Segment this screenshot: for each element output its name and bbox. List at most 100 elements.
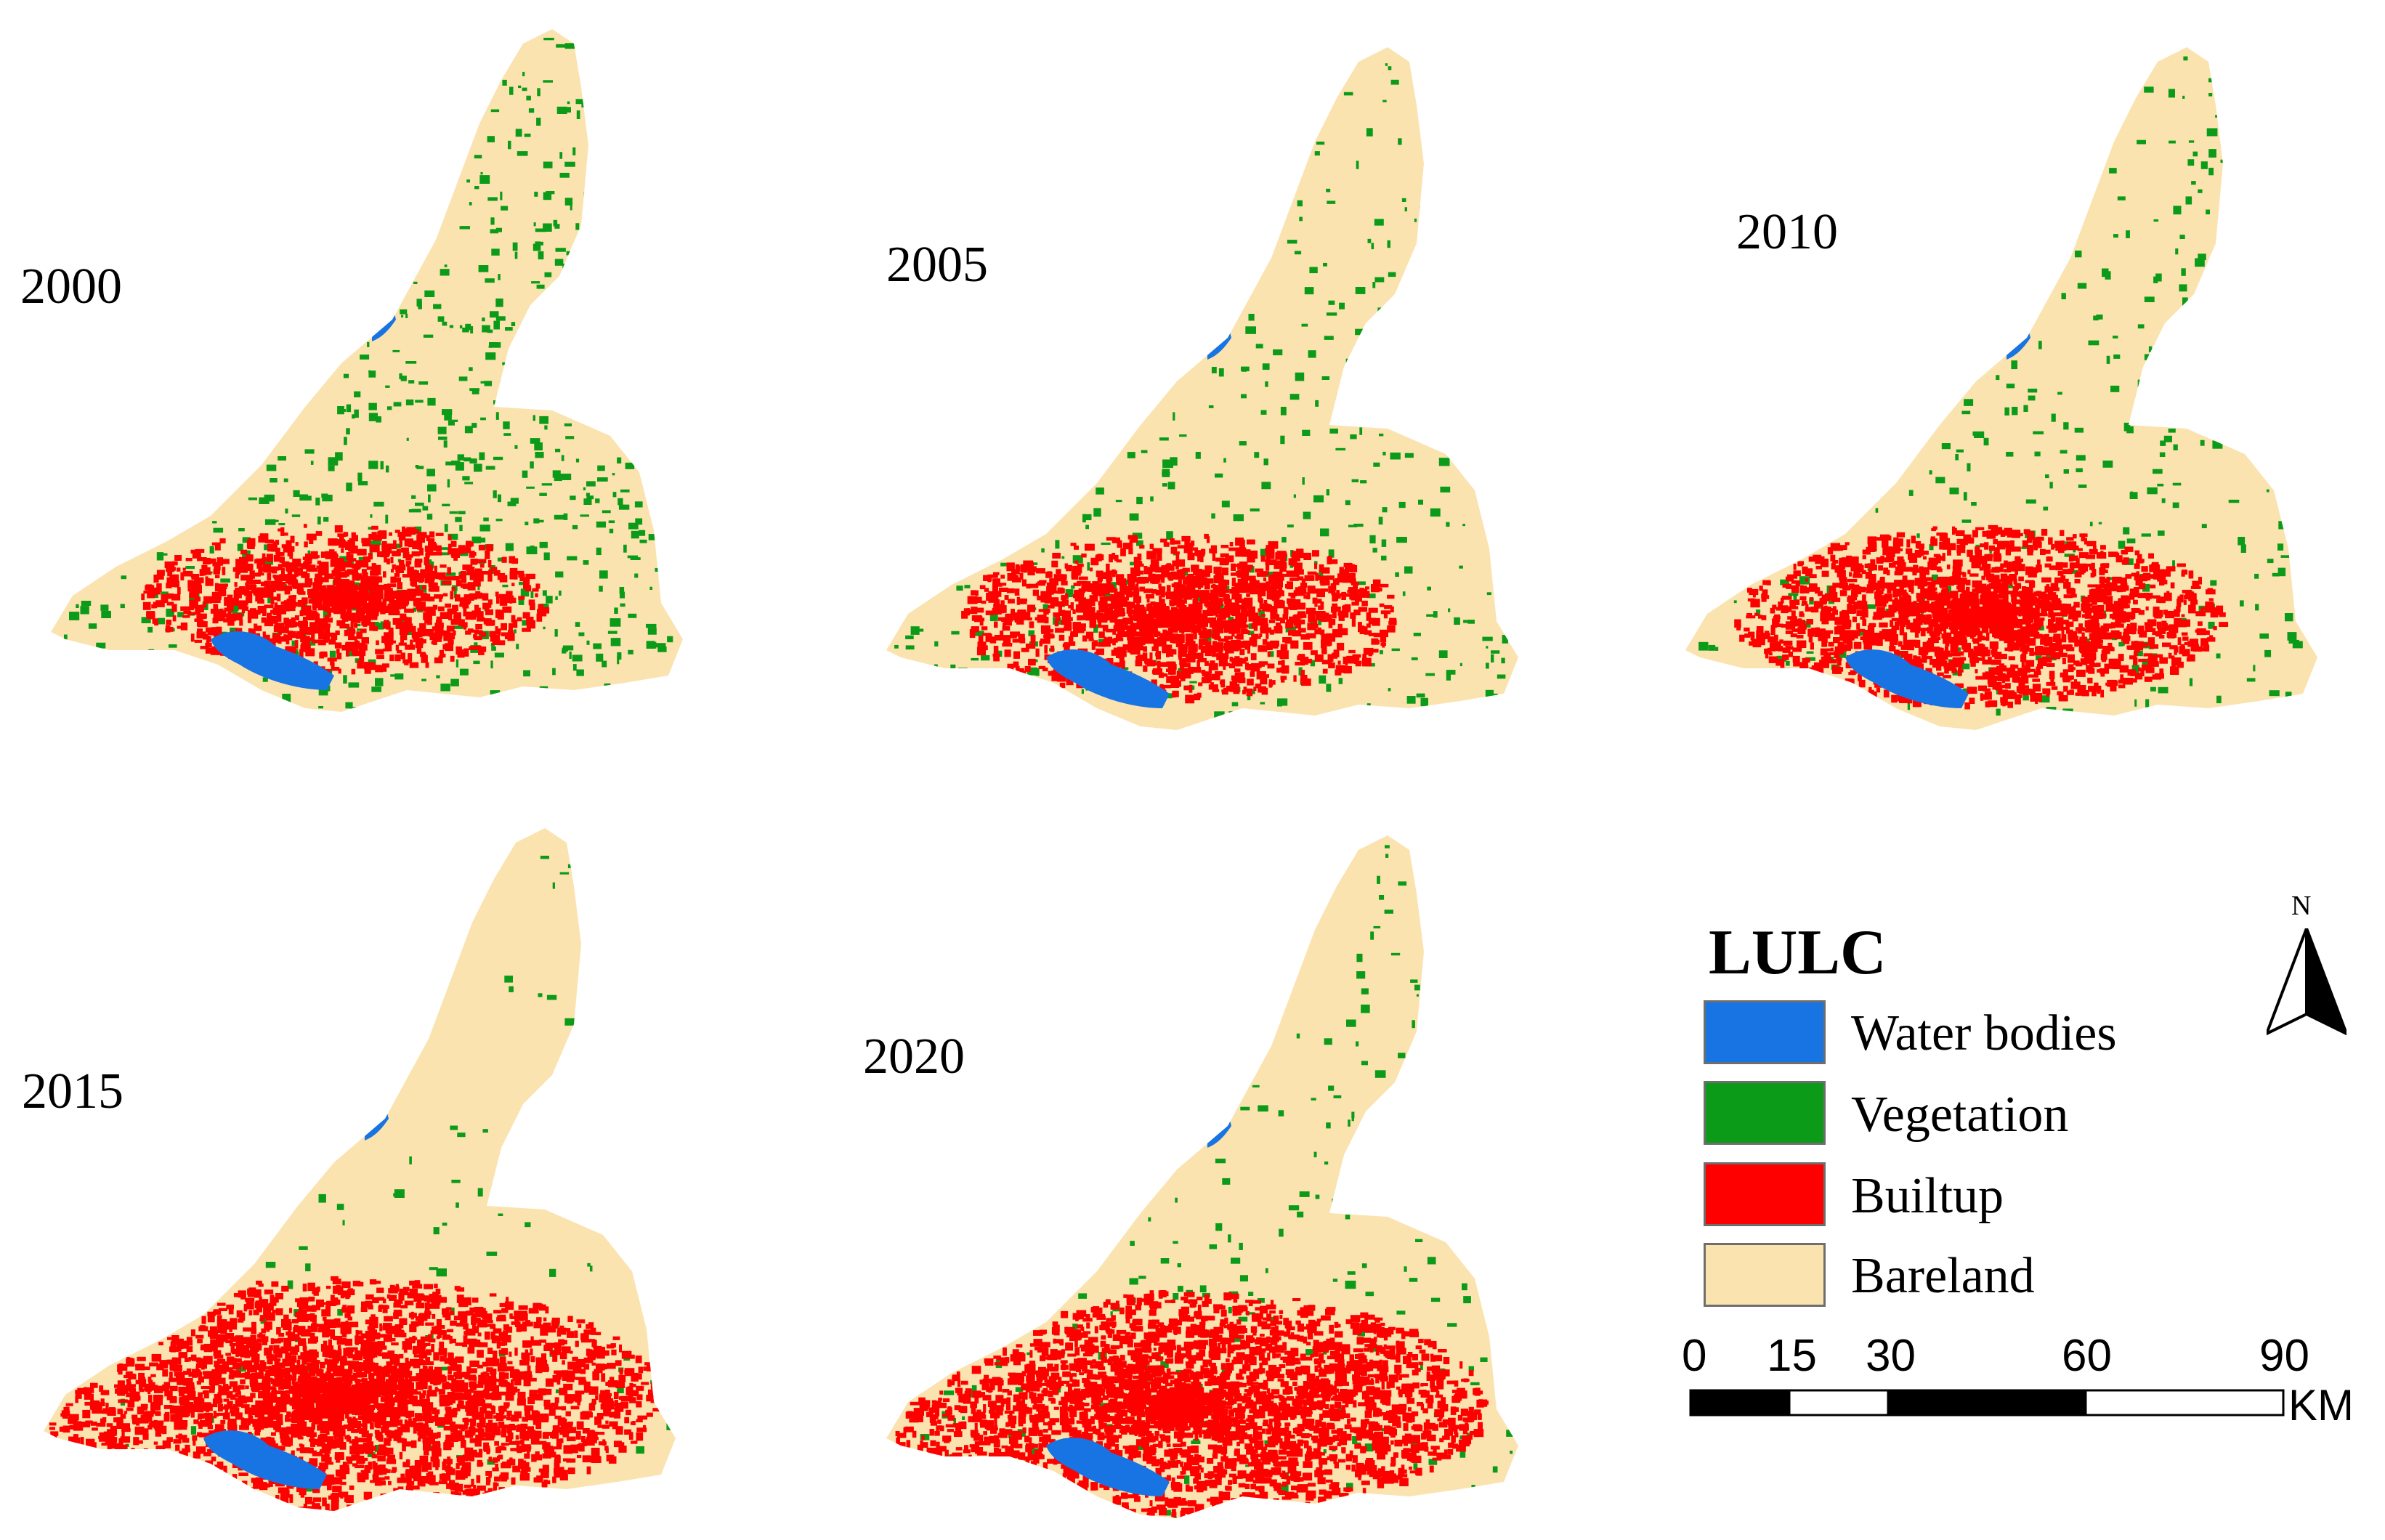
vegetation-patch [1374, 219, 1384, 226]
builtup-patch [1307, 571, 1317, 575]
builtup-patch [978, 635, 984, 644]
builtup-patch [2099, 668, 2110, 674]
builtup-patch [167, 567, 173, 577]
vegetation-patch [1293, 494, 1296, 498]
vegetation-patch [2155, 273, 2162, 282]
builtup-patch [1887, 570, 1890, 576]
vegetation-patch [1277, 699, 1282, 707]
builtup-patch [1202, 671, 1212, 677]
builtup-patch [1218, 616, 1226, 620]
vegetation-patch [464, 426, 473, 434]
vegetation-patch [1418, 499, 1423, 505]
builtup-patch [166, 593, 174, 599]
vegetation-patch [646, 623, 657, 628]
builtup-patch [434, 657, 443, 664]
vegetation-patch [1971, 502, 1977, 506]
builtup-patch [1303, 641, 1313, 650]
builtup-patch [1048, 629, 1054, 633]
vegetation-patch [418, 381, 429, 385]
builtup-patch [1353, 654, 1361, 658]
builtup-patch [301, 638, 310, 645]
builtup-patch [2009, 644, 2019, 649]
vegetation-patch [628, 649, 633, 654]
vegetation-patch [1262, 363, 1270, 370]
builtup-patch [302, 616, 307, 623]
vegetation-patch [1416, 693, 1425, 698]
builtup-patch [2090, 615, 2099, 623]
builtup-patch [408, 653, 413, 662]
builtup-patch [1220, 553, 1229, 558]
vegetation-patch [2033, 431, 2044, 434]
builtup-patch [187, 580, 193, 588]
builtup-patch [1339, 567, 1344, 574]
builtup-patch [410, 639, 413, 647]
builtup-patch [2159, 631, 2166, 634]
builtup-patch [1967, 549, 1973, 557]
builtup-patch [1059, 682, 1066, 689]
vegetation-patch [399, 373, 402, 380]
vegetation-patch [631, 530, 639, 539]
vegetation-patch [1367, 238, 1372, 243]
builtup-patch [368, 595, 372, 600]
builtup-patch [1229, 681, 1235, 687]
builtup-patch [294, 615, 299, 620]
vegetation-patch [2061, 293, 2066, 299]
builtup-patch [1186, 575, 1196, 584]
builtup-patch [1175, 559, 1186, 567]
builtup-patch [380, 609, 386, 615]
builtup-patch [301, 643, 310, 652]
vegetation-patch [533, 415, 535, 421]
builtup-patch [2115, 555, 2123, 563]
vegetation-patch [2238, 537, 2246, 546]
builtup-patch [1197, 554, 1203, 562]
builtup-patch [1127, 591, 1138, 597]
vegetation-patch [528, 108, 535, 113]
builtup-patch [425, 629, 434, 636]
builtup-patch [1253, 623, 1258, 631]
vegetation-patch [2130, 491, 2133, 498]
vegetation-patch [485, 278, 495, 283]
builtup-patch [1231, 639, 1241, 648]
builtup-patch [1255, 568, 1264, 573]
builtup-patch [336, 652, 342, 660]
vegetation-patch [562, 649, 567, 654]
builtup-patch [1206, 536, 1210, 543]
vegetation-patch [1310, 660, 1316, 667]
vegetation-patch [1338, 678, 1343, 684]
vegetation-patch [1265, 571, 1276, 578]
builtup-patch [1184, 540, 1190, 547]
builtup-patch [261, 617, 267, 623]
builtup-patch [1334, 592, 1339, 601]
builtup-patch [1045, 609, 1050, 613]
vegetation-patch [1318, 618, 1321, 625]
builtup-patch [469, 616, 477, 620]
builtup-patch [1331, 618, 1336, 625]
builtup-patch [1959, 657, 1964, 665]
vegetation-patch [2159, 452, 2166, 457]
builtup-patch [1002, 643, 1013, 647]
builtup-patch [1258, 620, 1268, 625]
builtup-patch [309, 539, 314, 544]
vegetation-patch [2063, 469, 2069, 474]
builtup-patch [1295, 551, 1304, 559]
vegetation-patch [1251, 689, 1255, 694]
vegetation-patch [2288, 639, 2299, 644]
builtup-patch [1099, 583, 1110, 588]
builtup-patch [1900, 645, 1909, 650]
vegetation-patch [484, 381, 493, 386]
builtup-patch [1913, 655, 1917, 660]
builtup-patch [283, 634, 287, 641]
builtup-patch [976, 596, 982, 603]
builtup-patch [1008, 635, 1017, 639]
builtup-patch [1332, 603, 1338, 608]
builtup-patch [1215, 671, 1223, 676]
builtup-patch [1297, 611, 1306, 618]
vegetation-patch [561, 107, 571, 113]
builtup-patch [1899, 620, 1906, 627]
builtup-patch [299, 625, 304, 634]
builtup-patch [1166, 653, 1170, 657]
builtup-patch [1188, 604, 1194, 610]
vegetation-patch [491, 248, 500, 256]
builtup-patch [1114, 607, 1119, 611]
